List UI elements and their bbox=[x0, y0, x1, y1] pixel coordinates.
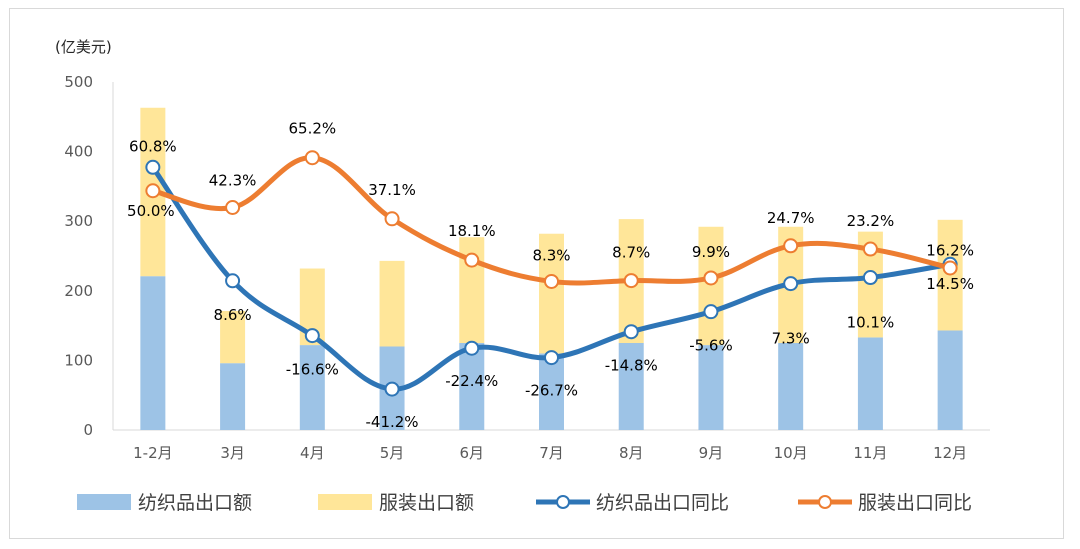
data-label-textile-yoy: 60.8% bbox=[129, 137, 177, 155]
legend-swatch-apparel-export bbox=[318, 494, 372, 510]
marker-textile-yoy bbox=[623, 324, 639, 340]
marker-textile-yoy bbox=[544, 350, 559, 366]
data-label-apparel-yoy: 14.5% bbox=[926, 275, 974, 293]
legend-marker-apparel-yoy bbox=[818, 495, 832, 509]
x-tick-label: 4月 bbox=[300, 444, 325, 462]
data-label-textile-yoy: -41.2% bbox=[366, 413, 419, 431]
bar-textile-export bbox=[140, 276, 166, 430]
bar-textile-export bbox=[618, 343, 644, 430]
x-tick-label: 7月 bbox=[539, 444, 564, 462]
data-label-textile-yoy: 10.1% bbox=[847, 314, 895, 332]
marker-textile-yoy bbox=[703, 304, 719, 320]
bar-textile-export bbox=[220, 363, 246, 430]
data-label-apparel-yoy: 50.0% bbox=[127, 202, 175, 220]
bar-textile-export bbox=[698, 345, 724, 430]
legend-label-textile-export: 纺织品出口额 bbox=[138, 492, 252, 514]
legend-label-apparel-yoy: 服装出口同比 bbox=[858, 492, 972, 514]
data-label-apparel-yoy: 65.2% bbox=[288, 120, 336, 138]
legend-marker-textile-yoy bbox=[556, 495, 570, 509]
data-label-apparel-yoy: 24.7% bbox=[767, 209, 815, 227]
bar-apparel-export bbox=[539, 233, 564, 354]
y-tick-label: 0 bbox=[83, 421, 93, 439]
x-tick-label: 6月 bbox=[459, 444, 484, 462]
line-apparel-yoy bbox=[150, 155, 953, 286]
x-tick-label: 3月 bbox=[220, 444, 245, 462]
x-tick-label: 12月 bbox=[933, 444, 967, 462]
data-label-apparel-yoy: 9.9% bbox=[692, 243, 730, 261]
marker-apparel-yoy bbox=[942, 260, 958, 276]
data-label-textile-yoy: 8.6% bbox=[214, 306, 252, 324]
bar-textile-export bbox=[778, 343, 804, 430]
y-axis-unit-label: (亿美元) bbox=[55, 38, 112, 56]
legend-label-textile-yoy: 纺织品出口同比 bbox=[596, 492, 729, 514]
data-label-apparel-yoy: 18.1% bbox=[448, 222, 496, 240]
marker-apparel-yoy bbox=[225, 199, 241, 215]
bar-textile-export bbox=[459, 343, 485, 430]
marker-textile-yoy bbox=[225, 273, 241, 289]
line-series: 60.8% 8.6% -16.6% -41.2% -22.4% -26.7% -14.8% -… bbox=[127, 120, 974, 431]
data-label-textile-yoy: 7.3% bbox=[772, 330, 810, 348]
legend: 纺织品出口额 服装出口额 纺织品出口同比 服装出口同比 bbox=[77, 492, 972, 514]
marker-apparel-yoy bbox=[544, 273, 559, 289]
marker-apparel-yoy bbox=[464, 252, 480, 268]
data-label-apparel-yoy: 23.2% bbox=[847, 212, 895, 230]
marker-apparel-yoy bbox=[384, 211, 400, 227]
data-label-textile-yoy: -16.6% bbox=[286, 361, 339, 379]
bar-textile-export bbox=[299, 345, 325, 430]
y-tick-label: 500 bbox=[64, 73, 93, 91]
marker-apparel-yoy bbox=[145, 183, 161, 199]
marker-apparel-yoy bbox=[783, 238, 799, 254]
marker-textile-yoy bbox=[145, 159, 161, 175]
data-label-apparel-yoy: 37.1% bbox=[368, 181, 416, 199]
x-axis-ticks: 1-2月 3月 4月 5月 6月 7月 8月 9月 10月 11月 12月 bbox=[133, 444, 967, 462]
x-tick-label: 10月 bbox=[774, 444, 808, 462]
x-tick-label: 5月 bbox=[380, 444, 405, 462]
marker-textile-yoy bbox=[304, 328, 320, 344]
y-tick-label: 400 bbox=[64, 143, 93, 161]
data-label-textile-yoy: -22.4% bbox=[445, 372, 498, 390]
y-tick-label: 100 bbox=[64, 351, 93, 369]
marker-apparel-yoy bbox=[862, 241, 878, 257]
x-tick-label: 8月 bbox=[619, 444, 644, 462]
y-axis-ticks: 0 100 200 300 400 500 bbox=[64, 73, 93, 439]
data-label-textile-yoy: 16.2% bbox=[926, 241, 974, 259]
marker-textile-yoy bbox=[384, 381, 400, 397]
y-tick-label: 300 bbox=[64, 212, 93, 230]
data-label-textile-yoy: -14.8% bbox=[605, 357, 658, 375]
marker-textile-yoy bbox=[862, 270, 878, 286]
bar-textile-export bbox=[857, 337, 883, 430]
bar-apparel-export bbox=[698, 226, 724, 346]
data-label-textile-yoy: -5.6% bbox=[689, 337, 733, 355]
data-label-apparel-yoy: 8.3% bbox=[532, 246, 570, 264]
marker-textile-yoy bbox=[464, 340, 480, 356]
x-tick-label: 9月 bbox=[699, 444, 724, 462]
marker-textile-yoy bbox=[783, 276, 799, 292]
marker-apparel-yoy bbox=[623, 273, 639, 289]
bar-apparel-export bbox=[379, 260, 405, 347]
data-label-apparel-yoy: 8.7% bbox=[612, 244, 650, 262]
legend-label-apparel-export: 服装出口额 bbox=[379, 492, 474, 514]
marker-apparel-yoy bbox=[304, 150, 320, 166]
data-label-apparel-yoy: 42.3% bbox=[209, 171, 257, 189]
marker-apparel-yoy bbox=[703, 270, 719, 286]
data-label-textile-yoy: -26.7% bbox=[525, 382, 578, 400]
legend-swatch-textile-export bbox=[77, 494, 131, 510]
x-tick-label: 11月 bbox=[853, 444, 887, 462]
bar-textile-export bbox=[539, 353, 564, 430]
bar-textile-export bbox=[937, 330, 963, 430]
bar-apparel-export bbox=[220, 310, 246, 364]
x-tick-label: 1-2月 bbox=[133, 444, 173, 462]
y-tick-label: 200 bbox=[64, 282, 93, 300]
